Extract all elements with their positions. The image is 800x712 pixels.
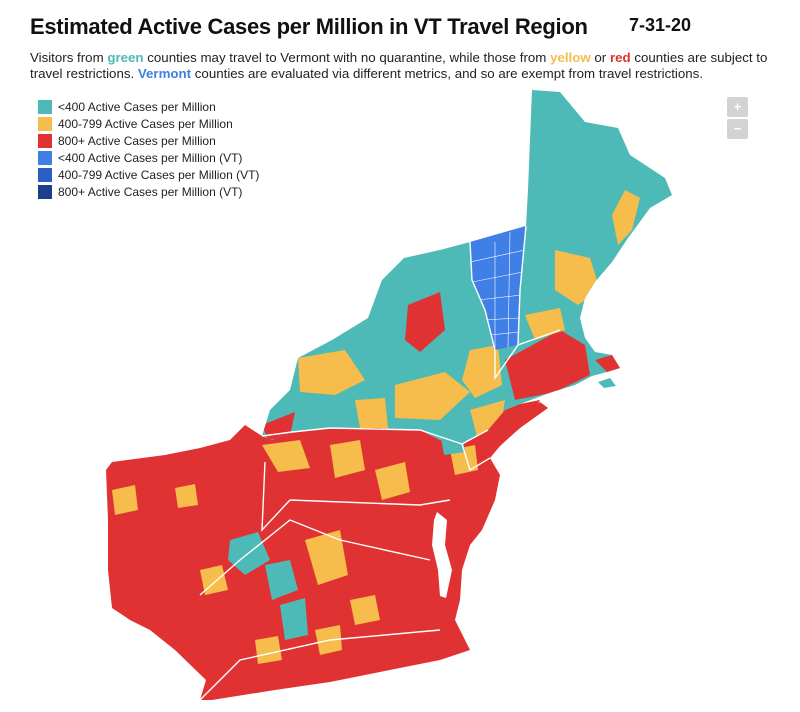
subtitle-keyword-vermont: Vermont [137, 66, 192, 81]
county-patch-yellow[interactable] [262, 440, 310, 472]
subtitle-keyword-green: green [107, 50, 144, 65]
county-patch-yellow[interactable] [355, 398, 388, 428]
vermont-county-lines [470, 231, 526, 350]
legend-swatch [38, 150, 52, 165]
legend-item-red: 800+ Active Cases per Million [38, 132, 259, 149]
legend-label: 400-799 Active Cases per Million (VT) [58, 167, 260, 182]
legend-item-green: <400 Active Cases per Million [38, 98, 259, 115]
county-patch-yellow[interactable] [175, 484, 198, 508]
county-patch-yellow[interactable] [330, 440, 365, 478]
map-legend: <400 Active Cases per Million 400-799 Ac… [38, 98, 259, 200]
map-region-north[interactable] [262, 90, 672, 446]
region-shape-cape-cod[interactable] [595, 355, 620, 372]
county-patch-yellow[interactable] [555, 250, 600, 305]
county-patch-yellow[interactable] [255, 636, 282, 664]
county-patch-yellow[interactable] [200, 565, 228, 595]
county-patch-yellow[interactable] [375, 462, 410, 500]
map-date: 7-31-20 [629, 15, 692, 35]
subtitle-text-1: Visitors from [30, 50, 108, 65]
subtitle-keyword-red: red [609, 50, 631, 65]
legend-swatch [38, 99, 52, 114]
county-patch-yellow[interactable] [395, 372, 470, 420]
subtitle-text-4: counties are subject to travel restricti… [30, 50, 768, 81]
subtitle-text-3: or [590, 50, 610, 65]
county-patch-yellow[interactable] [612, 190, 640, 245]
legend-item-vt-low: <400 Active Cases per Million (VT) [38, 149, 259, 166]
legend-item-vt-high: 800+ Active Cases per Million (VT) [38, 183, 259, 200]
region-shape-vermont[interactable] [470, 226, 526, 350]
legend-label: 800+ Active Cases per Million (VT) [58, 184, 243, 199]
subtitle-text-2: counties may travel to Vermont with no q… [143, 50, 551, 65]
chesapeake-bay [432, 512, 452, 598]
legend-swatch [38, 116, 52, 131]
county-patch-yellow[interactable] [112, 485, 138, 515]
subtitle-text-5: counties are evaluated via different met… [191, 66, 704, 81]
zoom-controls: + − [727, 97, 748, 141]
state-boundaries [199, 225, 561, 701]
zoom-in-button[interactable]: + [727, 97, 748, 117]
county-patch-yellow[interactable] [462, 345, 502, 398]
map-title: Estimated Active Cases per Million in VT… [30, 14, 588, 39]
county-patch-yellow[interactable] [350, 595, 380, 625]
region-shape-islands[interactable] [598, 378, 616, 388]
zoom-out-button[interactable]: − [727, 119, 748, 139]
legend-label: 400-799 Active Cases per Million [58, 116, 233, 131]
legend-swatch [38, 184, 52, 199]
county-patch-yellow[interactable] [305, 530, 348, 585]
subtitle-keyword-yellow: yellow [550, 50, 591, 65]
county-patch-green[interactable] [280, 598, 308, 640]
legend-label: <400 Active Cases per Million [58, 99, 216, 114]
legend-swatch [38, 133, 52, 148]
county-patch-green[interactable] [265, 560, 298, 600]
county-patch-red[interactable] [405, 292, 445, 352]
legend-label: 800+ Active Cases per Million [58, 133, 216, 148]
legend-item-yellow: 400-799 Active Cases per Million [38, 115, 259, 132]
map-subtitle: Visitors from green counties may travel … [30, 50, 770, 82]
legend-label: <400 Active Cases per Million (VT) [58, 150, 243, 165]
county-patch-red[interactable] [505, 330, 590, 400]
county-patch-yellow[interactable] [298, 350, 365, 395]
legend-item-vt-mid: 400-799 Active Cases per Million (VT) [38, 166, 259, 183]
legend-swatch [38, 167, 52, 182]
map-region-vermont[interactable] [470, 226, 526, 350]
map-region-south[interactable] [106, 400, 540, 700]
